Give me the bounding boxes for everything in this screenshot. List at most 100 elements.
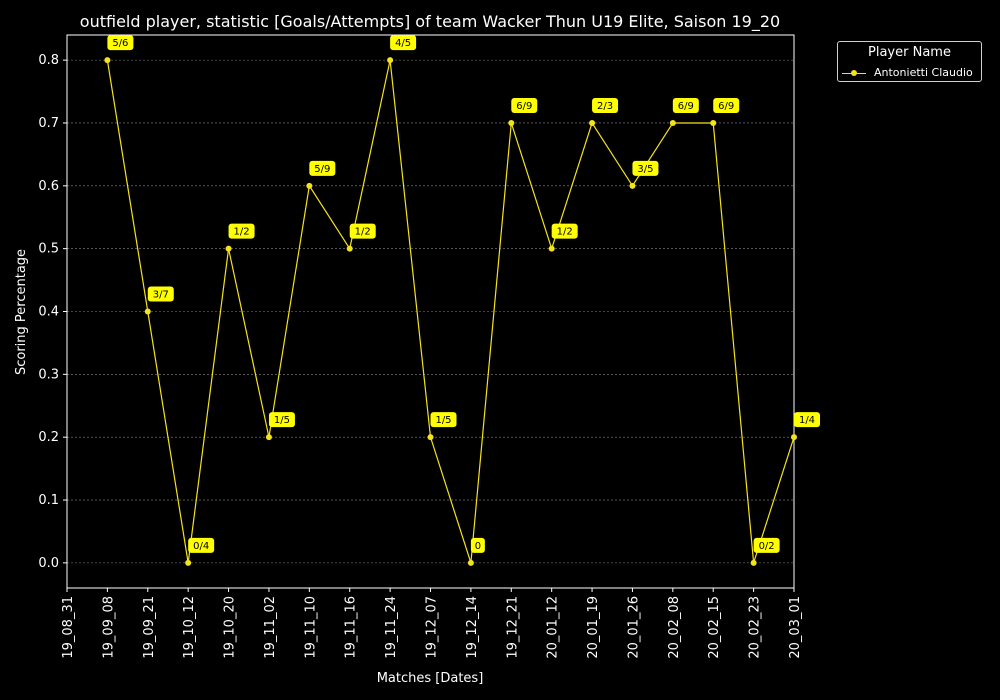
y-axis-label: Scoring Percentage	[14, 249, 29, 375]
data-point	[791, 434, 797, 441]
data-label: 0/4	[188, 537, 215, 553]
x-tick-label: 20_03_01	[788, 596, 803, 659]
x-tick-label: 20_02_15	[707, 596, 722, 659]
x-tick-label: 19_09_08	[101, 596, 116, 659]
data-label-box	[713, 97, 740, 113]
data-label-text: 6/9	[678, 101, 694, 112]
data-label-box	[349, 223, 376, 239]
data-label-box	[551, 223, 578, 239]
data-label-box	[147, 286, 174, 302]
y-tick-label: 0.4	[38, 305, 59, 320]
data-point	[225, 245, 232, 252]
data-label: 1/4	[794, 412, 820, 428]
data-label-text: 3/7	[153, 290, 169, 301]
data-point	[185, 559, 192, 566]
x-tick-label: 19_11_16	[344, 596, 359, 659]
data-label-box	[511, 97, 538, 113]
y-tick-label: 0.6	[38, 179, 59, 194]
data-label-text: 0/2	[759, 541, 775, 552]
data-point	[346, 245, 353, 252]
x-tick-label: 20_02_23	[748, 596, 763, 659]
data-label-box	[188, 537, 215, 553]
data-label-text: 1/5	[435, 415, 451, 426]
series-layer	[104, 57, 797, 566]
y-tick-label: 0.1	[38, 493, 59, 508]
legend-item: Antonietti Claudio	[842, 66, 973, 79]
data-point	[548, 245, 555, 252]
x-tick-label: 19_11_24	[384, 596, 399, 659]
data-label-box	[794, 412, 820, 428]
x-tick-label: 19_10_12	[182, 596, 197, 659]
data-labels: 5/6 3/7 0/4 1/2 1/5 5/9 1/2 4/5 1/5 0 6/9 1/2 2/3 3/5…	[107, 35, 820, 553]
data-label-text: 3/5	[637, 164, 653, 175]
y-tick-label: 0.5	[38, 242, 59, 257]
data-label-box	[268, 412, 295, 428]
x-tick-label: 19_08_31	[61, 596, 76, 659]
x-tick-label: 20_02_08	[667, 596, 682, 659]
data-point	[589, 119, 596, 126]
x-tick-label: 19_11_10	[303, 596, 318, 659]
data-label-text: 1/2	[557, 227, 573, 238]
data-label-box	[470, 537, 485, 553]
x-tick-label: 20_01_19	[586, 596, 601, 659]
data-label-text: 6/9	[718, 101, 734, 112]
legend-title: Player Name	[868, 45, 951, 60]
data-label-box	[592, 97, 619, 113]
data-label-box	[672, 97, 699, 113]
data-label: 5/6	[107, 35, 134, 51]
data-label: 6/9	[672, 97, 699, 113]
data-label-text: 4/5	[395, 38, 411, 49]
data-label: 3/5	[632, 160, 659, 176]
chart-title: outfield player, statistic [Goals/Attemp…	[80, 12, 780, 32]
data-label-box	[430, 412, 457, 428]
data-label-text: 0/4	[193, 541, 209, 552]
data-label-text: 1/4	[799, 415, 815, 426]
x-tick-label: 19_12_14	[465, 596, 480, 659]
data-label-text: 2/3	[597, 101, 613, 112]
data-point	[629, 182, 636, 189]
legend-swatch	[842, 68, 866, 78]
data-point	[104, 57, 111, 64]
data-label-text: 1/2	[234, 227, 250, 238]
data-label: 5/9	[309, 160, 336, 176]
data-label: 0	[470, 537, 485, 553]
series-line	[106, 60, 795, 564]
data-label: 1/2	[349, 223, 376, 239]
data-label-text: 6/9	[516, 101, 532, 112]
data-label: 1/5	[268, 412, 295, 428]
x-tick-label: 19_09_21	[142, 596, 157, 659]
x-axis-label: Matches [Dates]	[377, 671, 484, 686]
data-point	[508, 119, 515, 126]
data-label: 6/9	[511, 97, 538, 113]
legend: Player Name Antonietti Claudio	[837, 41, 982, 82]
data-label-text: 0	[475, 541, 481, 552]
data-point	[387, 57, 394, 64]
data-label: 3/7	[147, 286, 174, 302]
data-label: 4/5	[390, 35, 417, 51]
data-point	[467, 559, 474, 566]
data-point	[427, 434, 434, 441]
data-label-box	[228, 223, 255, 239]
data-label-box	[309, 160, 336, 176]
data-label-text: 1/5	[274, 415, 290, 426]
data-label-box	[753, 537, 780, 553]
axes: 0.0 0.1 0.2 0.3 0.4 0.5 0.6 0.7 0.8 19_08_31 19_09…	[38, 34, 803, 659]
y-tick-label: 0.8	[38, 53, 59, 68]
x-tick-label: 20_01_12	[546, 596, 561, 659]
data-label: 1/5	[430, 412, 457, 428]
data-label: 1/2	[551, 223, 578, 239]
data-point	[144, 308, 151, 315]
x-tick-label: 20_01_26	[626, 596, 641, 659]
x-tick-label: 19_12_07	[425, 596, 440, 659]
data-point	[710, 119, 717, 126]
x-tick-label: 19_10_20	[223, 596, 238, 659]
data-label-box	[632, 160, 659, 176]
legend-item-label: Antonietti Claudio	[874, 66, 973, 79]
data-point	[265, 434, 272, 441]
data-label: 6/9	[713, 97, 740, 113]
data-label-text: 5/6	[112, 38, 128, 49]
y-tick-label: 0.0	[38, 556, 59, 571]
data-point	[750, 559, 757, 566]
data-label-box	[107, 35, 134, 51]
